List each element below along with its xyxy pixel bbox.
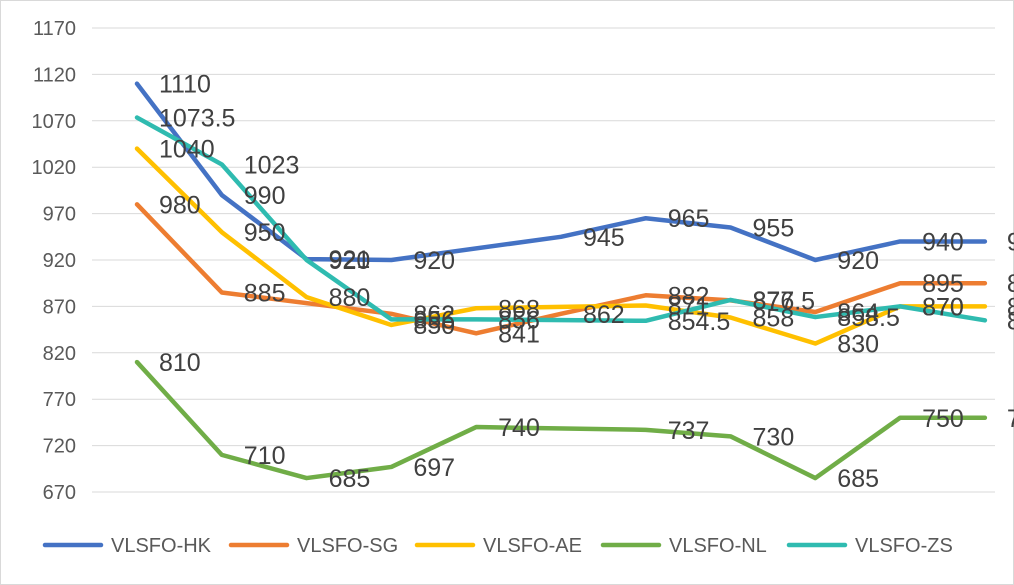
data-label-vlsfo-hk-2: 921 [329, 246, 371, 274]
data-label-vlsfo-zs-9: 855 [1007, 307, 1014, 335]
legend-label-vlsfo-sg: VLSFO-SG [297, 535, 398, 557]
data-label-vlsfo-sg-4: 862 [583, 301, 625, 329]
data-label-vlsfo-ae-9: 870 [1007, 293, 1014, 321]
data-label-vlsfo-nl-1: 710 [244, 442, 286, 470]
y-tick-label-1170: 1170 [33, 18, 76, 40]
y-tick-label-920: 920 [43, 250, 76, 272]
data-label-vlsfo-nl-9: 750 [1007, 405, 1014, 433]
data-label-vlsfo-sg-7: 864 [837, 299, 879, 327]
data-label-vlsfo-ae-8: 870 [922, 293, 964, 321]
data-label-vlsfo-hk-4: 945 [583, 224, 625, 252]
data-label-vlsfo-nl-0: 810 [159, 349, 201, 377]
y-tick-label-770: 770 [43, 389, 76, 411]
data-label-vlsfo-nl-6: 730 [753, 423, 795, 451]
y-tick-label-970: 970 [43, 204, 76, 226]
y-tick-label-1070: 1070 [32, 111, 77, 133]
data-label-vlsfo-ae-3: 850 [413, 312, 455, 340]
data-label-vlsfo-nl-7: 685 [837, 465, 879, 493]
legend-label-vlsfo-ae: VLSFO-AE [483, 535, 582, 557]
data-label-vlsfo-hk-6: 955 [753, 215, 795, 243]
y-tick-label-670: 670 [43, 482, 76, 504]
data-label-vlsfo-ae-4: 868 [498, 295, 540, 323]
legend-label-vlsfo-zs: VLSFO-ZS [855, 535, 953, 557]
data-label-vlsfo-ae-6: 858 [753, 305, 795, 333]
data-label-vlsfo-ae-7: 830 [837, 331, 879, 359]
data-label-vlsfo-nl-3: 697 [413, 454, 455, 482]
data-label-vlsfo-zs-4: 856 [498, 306, 540, 334]
data-label-vlsfo-hk-9: 940 [1007, 228, 1014, 256]
data-label-vlsfo-nl-4: 740 [498, 414, 540, 442]
series-line-vlsfo-zs [134, 115, 988, 324]
data-label-vlsfo-hk-3: 920 [413, 247, 455, 275]
data-label-vlsfo-zs-6: 877 [753, 287, 795, 315]
data-label-vlsfo-zs-3: 856 [413, 306, 455, 334]
data-label-vlsfo-nl-2: 685 [329, 465, 371, 493]
y-tick-label-1120: 1120 [33, 64, 76, 86]
data-label-vlsfo-zs-8: 870 [922, 293, 964, 321]
series-line-vlsfo-hk [134, 81, 988, 263]
data-label-vlsfo-zs-1: 1023 [244, 151, 300, 179]
data-label-vlsfo-nl-5: 737 [668, 417, 710, 445]
data-label-vlsfo-sg-6: 876.5 [753, 287, 816, 315]
data-label-vlsfo-hk-7: 920 [837, 247, 879, 275]
y-tick-label-720: 720 [43, 436, 76, 458]
data-label-vlsfo-zs-0: 1073.5 [159, 105, 235, 133]
data-label-vlsfo-zs-7: 858.5 [837, 304, 900, 332]
y-tick-label-870: 870 [43, 296, 76, 318]
y-tick-label-1020: 1020 [32, 157, 77, 179]
data-label-vlsfo-sg-0: 980 [159, 191, 201, 219]
data-label-vlsfo-sg-1: 885 [244, 279, 286, 307]
legend-label-vlsfo-nl: VLSFO-NL [669, 535, 767, 557]
data-label-vlsfo-nl-8: 750 [922, 405, 964, 433]
data-label-vlsfo-ae-1: 950 [244, 219, 286, 247]
data-label-vlsfo-zs-5: 854.5 [668, 308, 731, 336]
data-label-vlsfo-ae-2: 880 [329, 284, 371, 312]
series-line-vlsfo-nl [134, 359, 988, 481]
data-label-vlsfo-ae-0: 1040 [159, 136, 215, 164]
data-label-vlsfo-hk-0: 1110 [159, 71, 211, 99]
data-label-vlsfo-sg-2: 862 [413, 301, 455, 329]
series-line-vlsfo-ae [134, 146, 988, 346]
data-label-vlsfo-zs-2: 920 [329, 247, 371, 275]
data-label-vlsfo-sg-9: 895 [1007, 270, 1014, 298]
legend-label-vlsfo-hk: VLSFO-HK [111, 535, 212, 557]
data-label-vlsfo-hk-1: 990 [244, 182, 286, 210]
data-label-vlsfo-sg-3: 841 [498, 320, 540, 348]
y-tick-label-820: 820 [43, 343, 76, 365]
data-label-vlsfo-hk-5: 965 [668, 205, 710, 233]
data-label-vlsfo-ae-5: 871 [668, 292, 710, 320]
data-label-vlsfo-sg-5: 882 [668, 282, 710, 310]
data-label-vlsfo-hk-8: 940 [922, 228, 964, 256]
data-label-vlsfo-sg-8: 895 [922, 270, 964, 298]
